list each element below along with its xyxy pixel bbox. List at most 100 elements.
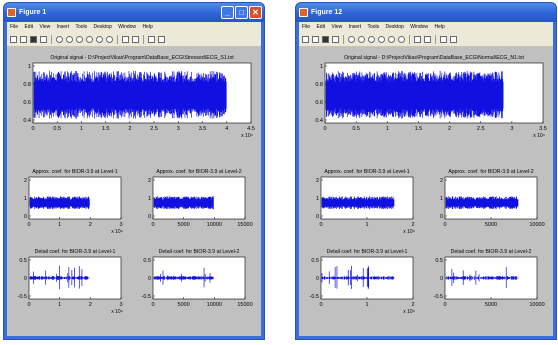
- plot-title: Approx. coef. for BIOR-3.9 at Level-1: [324, 169, 409, 175]
- pointer-icon[interactable]: [56, 35, 63, 43]
- y-tick-label: 0: [316, 214, 319, 220]
- signal-trace: [153, 196, 214, 210]
- y-tick-label: 0: [24, 214, 27, 220]
- print-icon[interactable]: [40, 35, 47, 43]
- signal-trace: [325, 70, 504, 119]
- x-tick-label: 1: [58, 302, 61, 308]
- menu-file[interactable]: File: [10, 24, 19, 30]
- menu-file[interactable]: File: [302, 24, 311, 30]
- menu-edit[interactable]: Edit: [316, 24, 326, 30]
- x-tick-label: 2: [448, 126, 451, 132]
- open-file-icon[interactable]: [312, 35, 319, 43]
- zoom-out-icon[interactable]: [368, 35, 375, 43]
- save-icon[interactable]: [322, 35, 329, 43]
- x-tick-label: 0: [151, 222, 154, 228]
- zoom-in-icon[interactable]: [66, 35, 73, 43]
- plot-panel-3[interactable]: Approx. coef. for BIOR-3.9 at Level-2210…: [440, 169, 545, 228]
- signal-trace: [29, 196, 90, 210]
- open-file-icon[interactable]: [20, 35, 27, 43]
- minimize-button[interactable]: _: [221, 6, 234, 19]
- x-tick-label: 0.5: [352, 126, 360, 132]
- plot-panel-3[interactable]: Approx. coef. for BIOR-3.9 at Level-2210…: [148, 169, 253, 228]
- menu-insert[interactable]: Insert: [348, 24, 362, 30]
- x-tick-label: 2: [411, 222, 414, 228]
- y-tick-label: 0: [148, 276, 151, 282]
- menu-desktop[interactable]: Desktop: [385, 24, 404, 30]
- zoom-out-icon[interactable]: [76, 35, 83, 43]
- plot-panel-5[interactable]: Detail coef. for BIOR-3.9 at Level-2 0.5 0…: [142, 249, 253, 308]
- rotate-icon[interactable]: [96, 35, 103, 43]
- y-tick-label: 0.4: [23, 118, 31, 124]
- figure-window-2[interactable]: Figure 12 File Edit View Insert Tools De…: [295, 2, 557, 340]
- rotate-icon[interactable]: [388, 35, 395, 43]
- menu-desktop[interactable]: Desktop: [93, 24, 112, 30]
- legend-icon[interactable]: [132, 35, 139, 43]
- y-tick-label: -0.5: [18, 294, 27, 300]
- legend-icon[interactable]: [424, 35, 431, 43]
- x-exponent-label: x 10⁴: [403, 229, 415, 235]
- zoom-in-icon[interactable]: [358, 35, 365, 43]
- pan-icon[interactable]: [86, 35, 93, 43]
- show-plot-tools-icon[interactable]: [450, 35, 457, 43]
- y-tick-label: 2: [440, 178, 443, 184]
- y-tick-label: 0.6: [23, 100, 31, 106]
- data-cursor-icon[interactable]: [398, 35, 405, 43]
- x-tick-label: 2: [89, 222, 92, 228]
- menu-edit[interactable]: Edit: [24, 24, 34, 30]
- y-tick-label: 1: [24, 196, 27, 202]
- title-bar[interactable]: Figure 12: [296, 3, 556, 22]
- new-figure-icon[interactable]: [302, 35, 309, 43]
- y-tick-label: 2: [316, 178, 319, 184]
- hide-plot-tools-icon[interactable]: [440, 35, 447, 43]
- menu-help[interactable]: Help: [434, 24, 445, 30]
- menu-tools[interactable]: Tools: [75, 24, 88, 30]
- signal-trace: [153, 267, 214, 288]
- menu-help[interactable]: Help: [142, 24, 153, 30]
- x-tick-label: 5000: [178, 222, 190, 228]
- window-title: Figure 12: [311, 9, 343, 16]
- x-tick-label: 0: [319, 302, 322, 308]
- close-button[interactable]: ✕: [249, 6, 262, 19]
- menu-view[interactable]: View: [39, 24, 51, 30]
- plot-panel-2[interactable]: Approx. coef. for BIOR-3.9 at Level-1 2 1 0…: [24, 169, 123, 235]
- plot-panel-1[interactable]: Original signal - D:\ProjectVikas\Progra…: [315, 55, 546, 139]
- y-tick-label: 0.5: [19, 258, 27, 264]
- menu-window[interactable]: Window: [410, 24, 429, 30]
- y-tick-label: 2: [148, 178, 151, 184]
- menu-tools[interactable]: Tools: [367, 24, 380, 30]
- x-exponent-label: x 10⁴: [241, 133, 253, 139]
- plot-title: Approx. coef. for BIOR-3.9 at Level-2: [156, 169, 241, 175]
- new-figure-icon[interactable]: [10, 35, 17, 43]
- signal-trace: [29, 265, 90, 290]
- plot-panel-5[interactable]: Detail coef. for BIOR-3.9 at Level-2 0.5 0…: [434, 249, 545, 308]
- y-tick-label: 1: [440, 196, 443, 202]
- plot-panel-4[interactable]: Detail coef. for BIOR-3.9 at Level-1 0.5 0…: [310, 249, 415, 315]
- hide-plot-tools-icon[interactable]: [148, 35, 155, 43]
- figure-toolbar: [7, 32, 261, 47]
- show-plot-tools-icon[interactable]: [158, 35, 165, 43]
- x-tick-label: 3: [119, 302, 122, 308]
- plot-panel-4[interactable]: Detail coef. for BIOR-3.9 at Level-1 0.5 0…: [18, 249, 123, 315]
- x-tick-label: 2.5: [477, 126, 485, 132]
- pointer-icon[interactable]: [348, 35, 355, 43]
- x-tick-label: 0: [319, 222, 322, 228]
- plot-panel-1[interactable]: Original signal - D:\ProjectVikas\Progra…: [23, 55, 254, 139]
- figure-window-1[interactable]: Figure 1 _ □ ✕ File Edit View Insert Too…: [3, 2, 265, 340]
- pan-icon[interactable]: [378, 35, 385, 43]
- maximize-button[interactable]: □: [235, 6, 248, 19]
- figure-plots: Original signal - D:\ProjectVikas\Progra…: [310, 55, 547, 315]
- x-tick-label: 1: [386, 126, 389, 132]
- axes-area: [152, 176, 246, 220]
- data-cursor-icon[interactable]: [106, 35, 113, 43]
- menu-view[interactable]: View: [331, 24, 343, 30]
- colorbar-icon[interactable]: [122, 35, 129, 43]
- menu-window[interactable]: Window: [118, 24, 137, 30]
- save-icon[interactable]: [30, 35, 37, 43]
- plot-title: Detail coef. for BIOR-3.9 at Level-1: [327, 249, 408, 255]
- plot-panel-2[interactable]: Approx. coef. for BIOR-3.9 at Level-1 2 1 0…: [316, 169, 415, 235]
- print-icon[interactable]: [332, 35, 339, 43]
- colorbar-icon[interactable]: [414, 35, 421, 43]
- menu-insert[interactable]: Insert: [56, 24, 70, 30]
- title-bar[interactable]: Figure 1 _ □ ✕: [4, 3, 264, 22]
- x-tick-label: 3: [177, 126, 180, 132]
